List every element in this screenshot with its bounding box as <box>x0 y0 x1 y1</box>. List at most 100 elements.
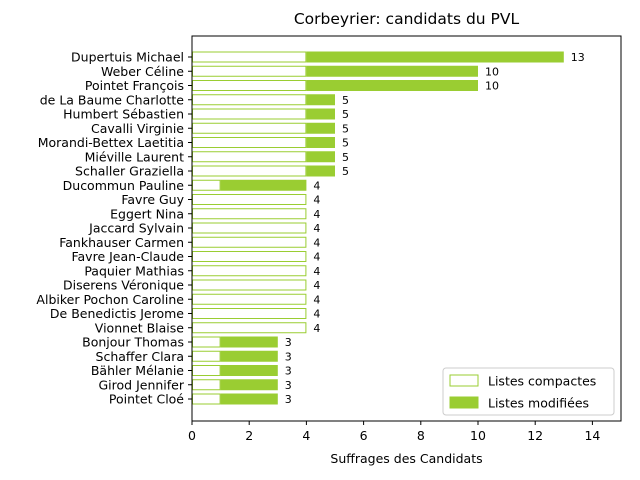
y-tick-label: Pointet François <box>85 78 184 93</box>
bar-value-label: 3 <box>285 393 292 406</box>
bar-compactes <box>192 137 307 148</box>
x-axis-label: Suffrages des Candidats <box>330 451 482 466</box>
y-tick-label: De Benedictis Jerome <box>50 306 184 321</box>
bar-compactes <box>192 179 221 191</box>
y-tick-label: Favre Jean-Claude <box>71 249 184 264</box>
bar-compactes <box>192 122 307 134</box>
bar-compactes <box>192 222 307 234</box>
bar-modifiees <box>306 65 478 77</box>
bar-value-label: 5 <box>342 165 349 178</box>
bar-compactes <box>192 265 307 277</box>
bars-group <box>192 51 564 405</box>
bar-value-label: 4 <box>313 179 320 192</box>
legend-label-compactes: Listes compactes <box>488 374 596 389</box>
y-tick-label: Bähler Mélanie <box>91 363 184 378</box>
y-tick-label: Paquier Mathias <box>84 263 184 278</box>
x-tick-label: 6 <box>360 428 368 443</box>
bar-compactes <box>192 308 307 319</box>
x-tick-label: 8 <box>417 428 425 443</box>
bar-value-label: 10 <box>485 80 499 93</box>
y-tick-label: Fankhauser Carmen <box>59 235 184 250</box>
legend-swatch-modifiees <box>449 396 479 409</box>
legend-box <box>442 367 615 416</box>
bar-compactes <box>192 350 221 362</box>
y-tick-label: Favre Guy <box>121 192 184 207</box>
bar-compactes <box>192 194 307 205</box>
y-tick-label: de La Baume Charlotte <box>40 92 185 107</box>
bar-value-label: 4 <box>313 236 320 249</box>
plot-frame <box>191 35 622 422</box>
bar-modifiees <box>306 122 335 134</box>
x-tick-label: 10 <box>470 428 486 443</box>
y-tick-label: Ducommun Pauline <box>63 178 185 193</box>
y-tick-label: Dupertuis Michael <box>71 50 184 65</box>
x-tick-label: 2 <box>245 428 253 443</box>
y-tick-label: Humbert Sébastien <box>63 107 184 122</box>
bar-value-label: 4 <box>313 222 320 235</box>
bar-compactes <box>192 393 221 405</box>
y-tick-label: Miéville Laurent <box>85 149 184 164</box>
bar-value-label: 5 <box>342 137 349 150</box>
y-tick-label: Pointet Cloé <box>109 392 184 407</box>
x-axis-ticks: 0 2 4 6 8 10 12 14 <box>188 421 600 443</box>
bar-compactes <box>192 80 307 91</box>
bar-compactes <box>192 322 307 334</box>
bar-compactes <box>192 336 221 348</box>
bar-modifiees <box>220 365 278 376</box>
bar-modifiees <box>306 151 335 163</box>
bar-modifiees <box>306 94 335 106</box>
bar-modifiees <box>220 379 278 391</box>
bar-compactes <box>192 151 307 163</box>
bar-compactes <box>192 65 307 77</box>
bar-compactes <box>192 365 221 376</box>
bar-value-label: 5 <box>342 108 349 121</box>
bar-value-label: 4 <box>313 279 320 292</box>
legend: Listes compactes Listes modifiées <box>442 367 615 416</box>
bar-compactes <box>192 51 307 63</box>
bar-modifiees <box>306 51 564 63</box>
bar-compactes <box>192 251 307 262</box>
y-tick-label: Bonjour Thomas <box>82 335 184 350</box>
bar-value-label: 3 <box>285 350 292 363</box>
y-tick-label: Schaffer Clara <box>96 349 184 364</box>
bar-value-label: 4 <box>313 194 320 207</box>
bar-value-label: 5 <box>342 94 349 107</box>
bar-compactes <box>192 379 221 391</box>
bar-modifiees <box>220 350 278 362</box>
y-tick-label: Jaccard Sylvain <box>88 221 184 236</box>
y-tick-label: Weber Céline <box>101 64 184 79</box>
bar-compactes <box>192 236 307 248</box>
x-tick-label: 14 <box>584 428 600 443</box>
y-tick-label: Albiker Pochon Caroline <box>36 292 184 307</box>
bar-modifiees <box>306 108 335 120</box>
bar-modifiees <box>220 179 307 191</box>
chart-title: Corbeyrier: candidats du PVL <box>294 10 520 28</box>
bar-value-label: 3 <box>285 336 292 349</box>
bar-value-label: 5 <box>342 151 349 164</box>
bar-value-label: 3 <box>285 379 292 392</box>
bar-value-label: 4 <box>313 322 320 335</box>
y-tick-label: Eggert Nina <box>110 206 184 221</box>
bar-value-label: 4 <box>313 208 320 221</box>
legend-swatch-compactes <box>449 374 479 387</box>
y-tick-label: Vionnet Blaise <box>95 320 185 335</box>
bar-value-label: 4 <box>313 308 320 321</box>
bar-compactes <box>192 165 307 177</box>
bar-value-label: 10 <box>485 65 499 78</box>
bar-value-label: 5 <box>342 122 349 135</box>
x-tick-label: 0 <box>188 428 196 443</box>
bar-value-label: 4 <box>313 251 320 264</box>
bar-compactes <box>192 293 307 305</box>
bar-value-label: 4 <box>313 293 320 306</box>
y-tick-label: Girod Jennifer <box>98 377 184 392</box>
bar-modifiees <box>220 393 278 405</box>
bar-modifiees <box>306 80 478 91</box>
bar-compactes <box>192 279 307 291</box>
bar-value-label: 13 <box>571 51 585 64</box>
bar-modifiees <box>220 336 278 348</box>
bar-compactes <box>192 94 307 106</box>
legend-label-modifiees: Listes modifiées <box>488 396 589 411</box>
